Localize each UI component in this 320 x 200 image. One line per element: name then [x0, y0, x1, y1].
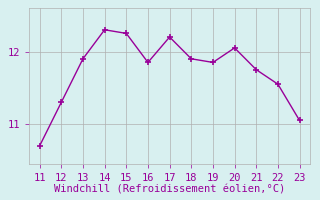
X-axis label: Windchill (Refroidissement éolien,°C): Windchill (Refroidissement éolien,°C): [54, 184, 285, 194]
